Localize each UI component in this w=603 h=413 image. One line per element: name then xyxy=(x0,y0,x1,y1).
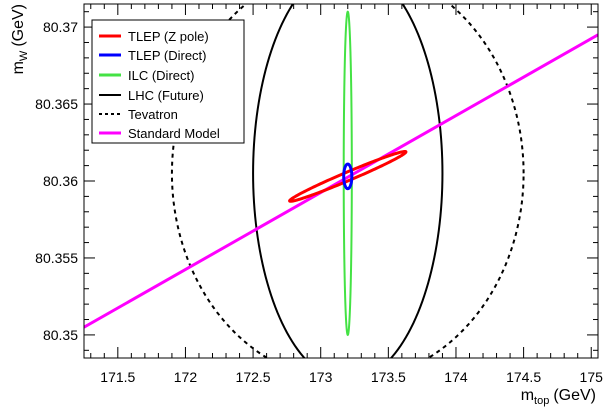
legend-box xyxy=(91,19,245,144)
series-ellipse-tlep-direct xyxy=(342,162,354,191)
legend-label-tlep-z-pole: TLEP (Z pole) xyxy=(128,29,209,44)
x-axis-title: mtop (GeV) xyxy=(521,387,596,407)
x-axis-title-main: m xyxy=(521,387,534,404)
axes: 171.5 172 172.5 173 173.5 174 174.5 175 80.35 80.… xyxy=(35,4,603,385)
x-axis-title-sub: top xyxy=(534,395,549,407)
x-axis-title-unit: (GeV) xyxy=(553,387,596,404)
y-tick-label: 80.365 xyxy=(35,96,78,112)
series-ellipse-tevatron xyxy=(170,4,525,358)
x-tick-label: 175 xyxy=(580,369,603,385)
x-tick-label: 174.5 xyxy=(506,369,541,385)
x-tick-label: 174 xyxy=(444,369,468,385)
x-tick-label: 171.5 xyxy=(100,369,135,385)
legend: TLEP (Z pole) TLEP (Direct) ILC (Direct)… xyxy=(91,19,245,144)
series-ellipse-tlep-z-pole xyxy=(288,149,408,203)
legend-label-ilc-direct: ILC (Direct) xyxy=(128,68,194,83)
legend-label-lhc-future: LHC (Future) xyxy=(128,88,204,103)
y-tick-label: 80.35 xyxy=(43,327,78,343)
y-axis-title-sub: W xyxy=(18,50,30,61)
legend-label-tevatron: Tevatron xyxy=(128,107,178,122)
y-axis-title-unit: (GeV) xyxy=(10,4,27,47)
series-ellipse-lhc-future xyxy=(252,4,444,358)
y-axis-title-main: m xyxy=(10,61,27,74)
plot-area xyxy=(84,4,598,358)
x-tick-label: 173.5 xyxy=(371,369,406,385)
x-tick-label: 172.5 xyxy=(236,369,271,385)
y-axis-title: mW (GeV) xyxy=(10,4,30,74)
y-tick-label: 80.37 xyxy=(43,19,78,35)
x-tick-label: 172 xyxy=(174,369,198,385)
legend-label-tlep-direct: TLEP (Direct) xyxy=(128,48,207,63)
y-tick-label: 80.36 xyxy=(43,173,78,189)
y-tick-label: 80.355 xyxy=(35,250,78,266)
x-tick-label: 173 xyxy=(309,369,333,385)
legend-label-standard-model: Standard Model xyxy=(128,126,220,141)
series-line-standard-model xyxy=(84,33,598,329)
